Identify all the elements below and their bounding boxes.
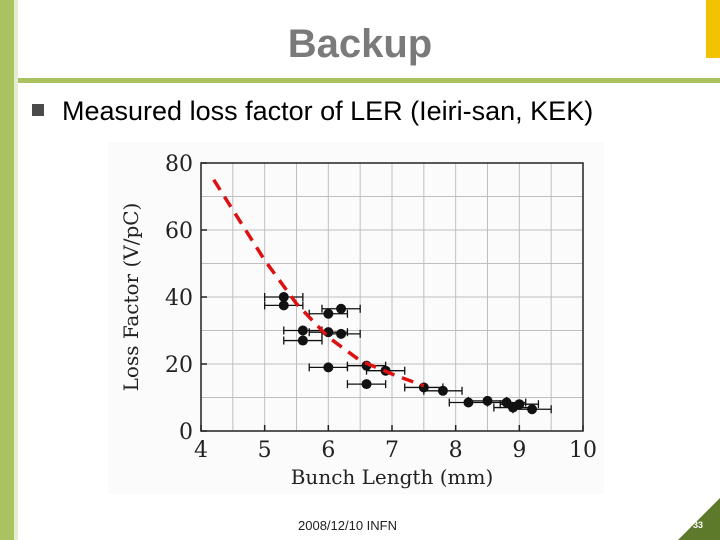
left-accent-bar — [0, 0, 14, 540]
slide-title: Backup — [287, 22, 433, 66]
data-point — [278, 300, 289, 311]
x-tick-label: 8 — [449, 438, 463, 463]
x-tick-label: 5 — [258, 438, 272, 463]
data-point — [361, 379, 372, 390]
x-tick-label: 9 — [512, 438, 526, 463]
y-tick-label: 60 — [165, 219, 193, 244]
bullet-marker — [32, 104, 44, 116]
data-point — [323, 362, 334, 373]
x-tick-label: 10 — [569, 438, 597, 463]
bullet-text: Measured loss factor of LER (Ieiri-san, … — [62, 96, 594, 126]
data-point — [507, 402, 518, 413]
x-tick-label: 7 — [385, 438, 399, 463]
y-tick-label: 80 — [165, 152, 193, 177]
corner-accent-block — [706, 0, 720, 58]
title-divider — [18, 78, 720, 83]
left-accent-bar-inner — [14, 0, 18, 540]
data-point — [323, 308, 334, 319]
y-tick-label: 40 — [165, 286, 193, 311]
x-axis-label: Bunch Length (mm) — [291, 465, 494, 489]
data-point — [437, 385, 448, 396]
y-tick-label: 0 — [179, 420, 193, 445]
y-axis-label: Loss Factor (V/pC) — [119, 203, 143, 392]
data-point — [297, 335, 308, 346]
data-point — [336, 303, 347, 314]
fit-line — [212, 178, 425, 388]
y-tick-label: 20 — [165, 353, 193, 378]
loss-factor-chart: 4 5 6 7 8 9 10 0 20 40 60 80 Bunch Length (mm) Loss F… — [108, 142, 604, 494]
chart-svg: 4 5 6 7 8 9 10 0 20 40 60 80 Bunch Length (mm) Loss F… — [119, 152, 597, 489]
x-tick-label: 6 — [321, 438, 335, 463]
data-point — [336, 328, 347, 339]
footer-text: 2008/12/10 INFN — [298, 518, 398, 533]
data-point — [297, 325, 308, 336]
x-tick-label: 4 — [194, 438, 208, 463]
data-point — [278, 292, 289, 302]
page-number: 33 — [693, 520, 704, 530]
